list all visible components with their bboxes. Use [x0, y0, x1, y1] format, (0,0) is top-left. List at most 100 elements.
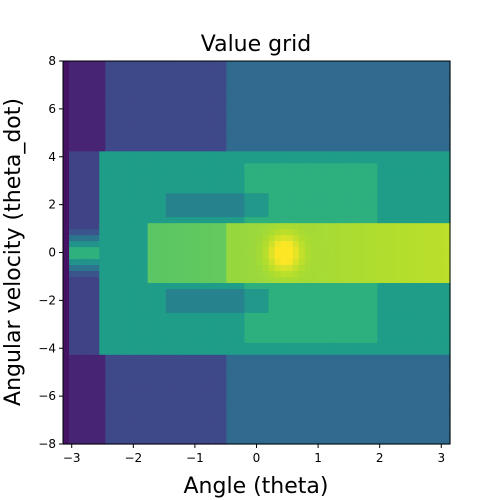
- heatmap-cell: [431, 264, 439, 272]
- heatmap-cell: [292, 114, 300, 122]
- heatmap-cell: [238, 432, 246, 439]
- heatmap-cell: [359, 162, 366, 170]
- heatmap-cell: [208, 438, 215, 445]
- heatmap-cell: [341, 360, 348, 367]
- heatmap-cell: [335, 186, 342, 194]
- heatmap-cell: [365, 258, 372, 266]
- heatmap-cell: [105, 396, 112, 403]
- heatmap-cell: [220, 156, 227, 164]
- heatmap-cell: [87, 168, 94, 176]
- heatmap-cell: [329, 408, 336, 415]
- heatmap-cell: [413, 120, 421, 128]
- heatmap-cell: [353, 198, 360, 206]
- heatmap-cell: [69, 294, 76, 301]
- heatmap-cell: [268, 270, 276, 278]
- heatmap-cell: [413, 408, 421, 415]
- heatmap-cell: [425, 198, 433, 206]
- heatmap-cell: [147, 90, 155, 98]
- heatmap-cell: [81, 396, 88, 403]
- heatmap-cell: [123, 288, 131, 295]
- heatmap-cell: [141, 264, 149, 272]
- heatmap-cell: [171, 318, 179, 325]
- heatmap-cell: [165, 246, 173, 254]
- heatmap-cell: [443, 90, 451, 98]
- heatmap-cell: [341, 330, 348, 337]
- heatmap-cell: [129, 156, 137, 164]
- heatmap-cell: [220, 390, 227, 397]
- heatmap-cell: [238, 258, 246, 266]
- heatmap-cell: [147, 162, 155, 170]
- heatmap-cell: [310, 276, 318, 284]
- heatmap-cell: [353, 342, 360, 349]
- heatmap-cell: [262, 174, 270, 182]
- heatmap-cell: [232, 366, 239, 373]
- heatmap-cell: [135, 258, 143, 266]
- heatmap-cell: [75, 432, 82, 439]
- heatmap-cell: [443, 264, 451, 272]
- heatmap-cell: [202, 186, 209, 194]
- heatmap-cell: [147, 234, 155, 242]
- heatmap-cell: [280, 144, 288, 152]
- heatmap-cell: [165, 102, 173, 110]
- heatmap-cell: [208, 324, 215, 331]
- heatmap-cell: [93, 168, 100, 176]
- heatmap-cell: [347, 228, 354, 236]
- heatmap-cell: [413, 150, 421, 158]
- heatmap-cell: [244, 390, 252, 397]
- heatmap-cell: [347, 270, 354, 278]
- heatmap-cell: [153, 222, 161, 230]
- heatmap-cell: [401, 96, 409, 104]
- heatmap-cell: [202, 270, 209, 278]
- heatmap-cell: [353, 420, 360, 427]
- heatmap-cell: [395, 270, 403, 278]
- heatmap-cell: [87, 156, 94, 164]
- heatmap-cell: [183, 162, 191, 170]
- heatmap-cell: [347, 288, 354, 295]
- heatmap-cell: [335, 270, 342, 278]
- heatmap-cell: [117, 438, 125, 445]
- heatmap-cell: [117, 228, 125, 236]
- heatmap-cell: [165, 216, 173, 224]
- heatmap-cell: [353, 180, 360, 188]
- heatmap-cell: [177, 396, 185, 403]
- heatmap-cell: [153, 228, 161, 236]
- heatmap-cell: [226, 66, 233, 74]
- heatmap-cell: [208, 390, 215, 397]
- heatmap-cell: [371, 72, 379, 80]
- heatmap-cell: [202, 126, 209, 134]
- heatmap-cell: [437, 138, 445, 146]
- heatmap-cell: [196, 342, 203, 349]
- heatmap-cell: [105, 114, 112, 122]
- heatmap-cell: [347, 144, 354, 152]
- heatmap-cell: [117, 366, 125, 373]
- heatmap-cell: [347, 126, 354, 134]
- heatmap-cell: [341, 114, 348, 122]
- heatmap-cell: [244, 126, 252, 134]
- heatmap-cell: [310, 402, 318, 409]
- heatmap-cell: [425, 168, 433, 176]
- heatmap-cell: [165, 372, 173, 379]
- heatmap-cell: [202, 372, 209, 379]
- heatmap-cell: [63, 372, 70, 379]
- heatmap-cell: [208, 420, 215, 427]
- heatmap-cell: [153, 144, 161, 152]
- heatmap-cell: [383, 234, 391, 242]
- heatmap-cell: [443, 174, 451, 182]
- heatmap-cell: [202, 414, 209, 421]
- heatmap-cell: [323, 132, 330, 140]
- heatmap-cell: [189, 276, 197, 284]
- heatmap-cell: [244, 168, 252, 176]
- heatmap-cell: [407, 360, 415, 367]
- heatmap-cell: [286, 324, 294, 331]
- heatmap-cell: [286, 270, 294, 278]
- heatmap-cell: [413, 234, 421, 242]
- heatmap-cell: [99, 132, 106, 140]
- heatmap-cell: [413, 216, 421, 224]
- heatmap-cell: [129, 108, 137, 116]
- heatmap-cell: [250, 312, 258, 319]
- heatmap-cell: [226, 324, 233, 331]
- heatmap-cell: [274, 102, 282, 110]
- heatmap-cell: [220, 132, 227, 140]
- heatmap-cell: [341, 354, 348, 361]
- heatmap-cell: [401, 378, 409, 385]
